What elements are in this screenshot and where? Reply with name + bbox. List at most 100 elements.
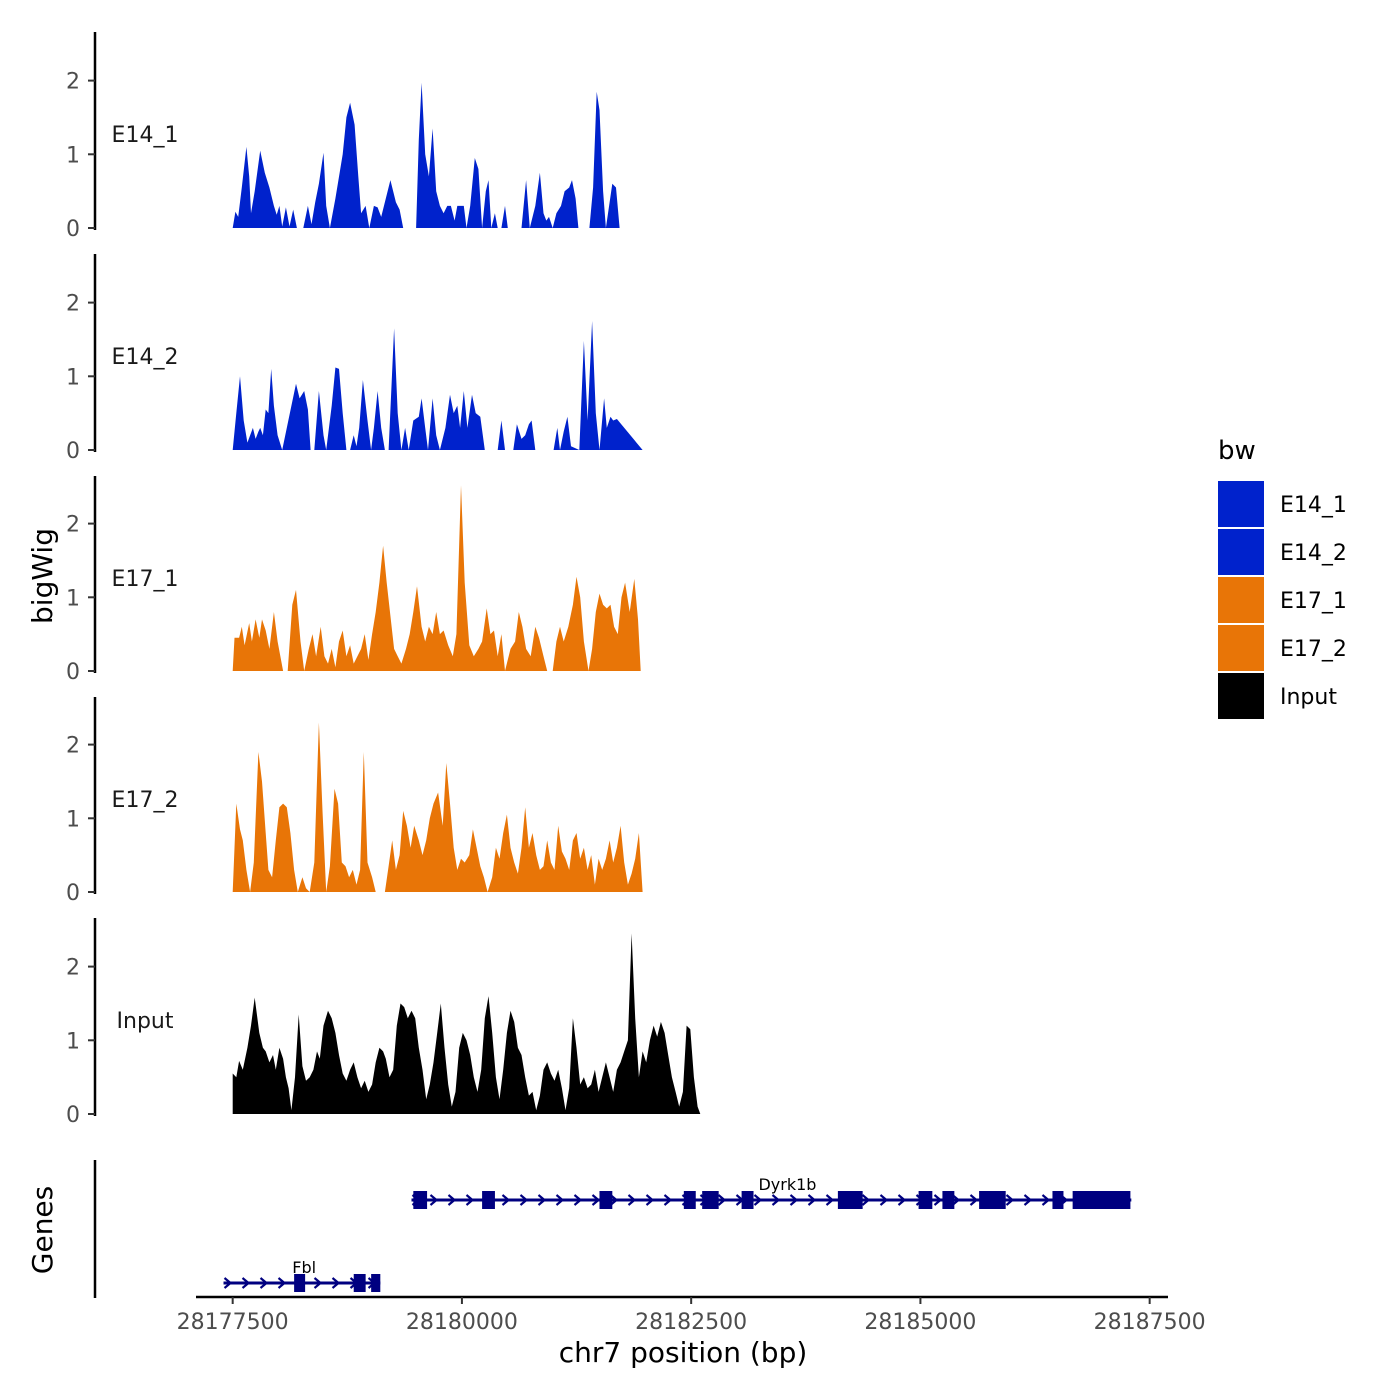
strand-arrow bbox=[537, 1194, 547, 1206]
exon bbox=[683, 1191, 696, 1209]
strand-arrow bbox=[825, 1194, 835, 1206]
legend-item-e17_1: E17_1 bbox=[1218, 577, 1347, 623]
exon bbox=[482, 1191, 495, 1209]
gene-label: Dyrk1b bbox=[758, 1175, 816, 1194]
legend-item-e17_2: E17_2 bbox=[1218, 625, 1347, 671]
legend-swatch bbox=[1218, 481, 1264, 527]
gene-dyrk1b: Dyrk1b bbox=[411, 1175, 1132, 1209]
legend-swatch bbox=[1218, 529, 1264, 575]
y-tick-label: 2 bbox=[66, 513, 80, 538]
exon bbox=[918, 1191, 933, 1209]
x-tick-label: 28182500 bbox=[635, 1310, 747, 1335]
track-e17_1: 0 1 2 E17_1 bbox=[66, 476, 641, 685]
strand-arrow bbox=[313, 1277, 323, 1289]
legend-title: bw bbox=[1218, 436, 1256, 466]
strand-arrow bbox=[223, 1277, 233, 1289]
exon bbox=[837, 1191, 863, 1209]
y-tick-label: 0 bbox=[66, 881, 80, 906]
strand-arrow bbox=[447, 1194, 457, 1206]
exon bbox=[979, 1191, 1006, 1209]
legend-label: Input bbox=[1280, 685, 1337, 710]
strand-arrow bbox=[501, 1194, 511, 1206]
strand-arrow bbox=[933, 1194, 943, 1206]
genes-axis-title: Genes bbox=[26, 1186, 59, 1274]
gene-track: Dyrk1b Fbl bbox=[93, 1160, 1132, 1298]
legend-label: E17_2 bbox=[1280, 637, 1347, 662]
y-tick-label: 1 bbox=[66, 586, 80, 611]
strand-arrow bbox=[465, 1194, 475, 1206]
strand-arrow bbox=[663, 1194, 673, 1206]
track-label: E17_2 bbox=[112, 788, 179, 813]
legend-label: E14_2 bbox=[1280, 541, 1347, 566]
legend-item-e14_2: E14_2 bbox=[1218, 529, 1347, 575]
strand-arrow bbox=[277, 1277, 287, 1289]
y-tick-label: 1 bbox=[66, 1029, 80, 1054]
exon bbox=[413, 1191, 428, 1209]
y-tick-label: 0 bbox=[66, 1103, 80, 1128]
gene-label: Fbl bbox=[292, 1258, 316, 1277]
track-label: Input bbox=[117, 1009, 174, 1034]
coverage-area-e17_2 bbox=[232, 722, 643, 892]
strand-arrow bbox=[259, 1277, 269, 1289]
strand-arrow bbox=[1005, 1194, 1015, 1206]
track-e14_2: 0 1 2 E14_2 bbox=[66, 254, 643, 464]
legend: E14_1 E14_2 E17_1 E17_2 Input bbox=[1218, 481, 1347, 719]
strand-arrow bbox=[1041, 1194, 1051, 1206]
gene-fbl: Fbl bbox=[223, 1258, 381, 1292]
coverage-area-e14_1 bbox=[232, 82, 643, 228]
strand-arrow bbox=[241, 1277, 251, 1289]
exon bbox=[371, 1274, 381, 1292]
y-tick-label: 2 bbox=[66, 956, 80, 981]
exon bbox=[942, 1191, 955, 1209]
strand-arrow bbox=[519, 1194, 529, 1206]
track-e14_1: 0 1 2 E14_1 bbox=[66, 32, 643, 242]
x-tick-label: 28185000 bbox=[864, 1310, 976, 1335]
strand-arrow bbox=[609, 1194, 619, 1206]
exon bbox=[702, 1191, 719, 1209]
y-tick-label: 1 bbox=[66, 143, 80, 168]
legend-label: E17_1 bbox=[1280, 589, 1347, 614]
tracks: 0 1 2 E14_1 0 1 2 E14_2 0 1 2 E17_1 0 1 2 E17_2 0 1 2 Input bbox=[66, 32, 701, 1128]
track-label: E14_2 bbox=[112, 345, 179, 370]
y-tick-label: 2 bbox=[66, 734, 80, 759]
legend-swatch bbox=[1218, 673, 1264, 719]
strand-arrow bbox=[555, 1194, 565, 1206]
strand-arrow bbox=[645, 1194, 655, 1206]
track-label: E17_1 bbox=[112, 567, 179, 592]
legend-item-input: Input bbox=[1218, 673, 1337, 719]
x-axis-title: chr7 position (bp) bbox=[559, 1336, 808, 1369]
strand-arrow bbox=[897, 1194, 907, 1206]
y-tick-label: 2 bbox=[66, 292, 80, 317]
y-tick-label: 2 bbox=[66, 70, 80, 95]
y-tick-label: 0 bbox=[66, 217, 80, 242]
legend-swatch bbox=[1218, 625, 1264, 671]
legend-swatch bbox=[1218, 577, 1264, 623]
strand-arrow bbox=[879, 1194, 889, 1206]
strand-arrow bbox=[591, 1194, 601, 1206]
legend-label: E14_1 bbox=[1280, 493, 1347, 518]
coverage-area-e14_2 bbox=[232, 321, 643, 450]
strand-arrow bbox=[753, 1194, 763, 1206]
strand-arrow bbox=[951, 1194, 961, 1206]
strand-arrow bbox=[573, 1194, 583, 1206]
y-axis-title: bigWig bbox=[26, 528, 59, 624]
strand-arrow bbox=[331, 1277, 341, 1289]
track-e17_2: 0 1 2 E17_2 bbox=[66, 697, 643, 906]
strand-arrow bbox=[627, 1194, 637, 1206]
y-tick-label: 1 bbox=[66, 807, 80, 832]
exon bbox=[1052, 1191, 1064, 1209]
strand-arrow bbox=[429, 1194, 439, 1206]
strand-arrow bbox=[771, 1194, 781, 1206]
strand-arrow bbox=[1023, 1194, 1033, 1206]
strand-arrow bbox=[717, 1194, 727, 1206]
track-label: E14_1 bbox=[112, 123, 179, 148]
exon bbox=[294, 1274, 306, 1292]
exon bbox=[353, 1274, 366, 1292]
exon bbox=[599, 1191, 613, 1209]
x-axis: 28177500 28180000 28182500 28185000 28187500 bbox=[177, 1295, 1206, 1335]
strand-arrow bbox=[861, 1194, 871, 1206]
y-tick-label: 0 bbox=[66, 439, 80, 464]
x-tick-label: 28177500 bbox=[177, 1310, 289, 1335]
coverage-area-input bbox=[232, 933, 701, 1114]
